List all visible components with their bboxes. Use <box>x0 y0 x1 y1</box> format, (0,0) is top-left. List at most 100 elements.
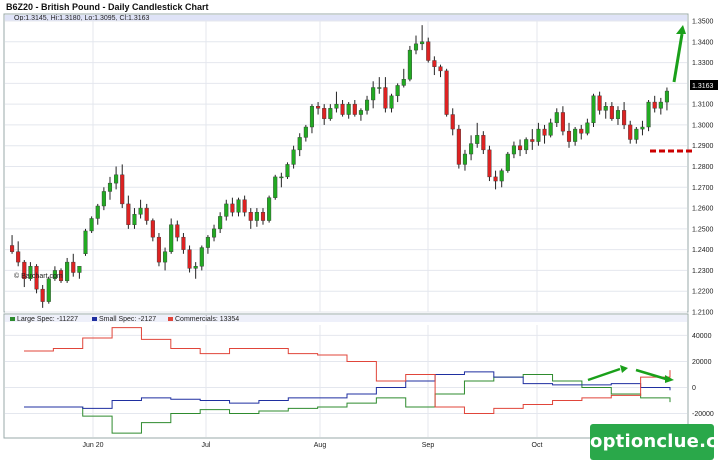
candle-body <box>89 218 94 232</box>
candle-body <box>254 212 259 221</box>
candle-body <box>303 126 308 138</box>
candle-body <box>634 128 639 140</box>
candle-body <box>144 207 149 221</box>
candle-body <box>499 170 504 182</box>
price-tick-label: 1.3000 <box>692 122 714 129</box>
candle-body <box>548 122 553 136</box>
candle-body <box>573 128 578 142</box>
price-tick-label: 1.3500 <box>692 19 714 26</box>
legend-small-spec: Small Spec: -2127 <box>99 316 156 323</box>
candle-body <box>432 60 437 67</box>
candle-body <box>524 139 529 151</box>
candle-body <box>101 191 106 207</box>
candle-body <box>156 236 161 263</box>
candle-body <box>126 203 131 225</box>
candle-body <box>273 176 278 198</box>
candle-body <box>346 103 351 115</box>
candle-body <box>309 106 314 128</box>
candle-body <box>536 128 541 142</box>
candle-body <box>420 41 425 45</box>
candle-body <box>640 126 645 130</box>
cot-tick-label: -20000 <box>692 411 714 418</box>
price-tick-label: 1.2400 <box>692 247 714 254</box>
candle-body <box>560 112 565 132</box>
legend-large-spec: Large Spec: -11227 <box>17 316 78 323</box>
candle-body <box>646 101 651 128</box>
candle-body <box>236 199 241 213</box>
cot-tick-label: 20000 <box>692 359 712 366</box>
price-tick-label: 1.2100 <box>692 310 714 317</box>
candle-body <box>371 87 376 101</box>
candle-body <box>530 139 535 142</box>
candle-body <box>609 106 614 119</box>
candle-body <box>46 278 51 302</box>
candle-body <box>389 95 394 109</box>
trend-arrow <box>672 33 684 83</box>
cot-arrow-down <box>635 368 667 381</box>
candle-body <box>52 270 57 279</box>
candle-body <box>267 197 272 221</box>
cot-lines <box>24 327 671 434</box>
candle-body <box>658 101 663 109</box>
candle-body <box>83 230 88 255</box>
cot-arrow-up-head <box>620 365 628 373</box>
date-tick-label: Jun 20 <box>82 442 103 449</box>
date-axis: Jun 20 Jul Aug Sep Oct <box>82 442 542 449</box>
candle-body <box>462 153 468 165</box>
cot-legend: Large Spec: -11227 Small Spec: -2127 Com… <box>5 315 687 323</box>
candle-body <box>413 43 419 51</box>
watermark: © Barchart.com <box>14 272 63 280</box>
candle-body <box>475 135 480 144</box>
price-tick-label: 1.3400 <box>692 39 714 46</box>
cot-series-commercials <box>24 327 671 415</box>
last-price-box <box>690 80 718 90</box>
candle-body <box>438 66 443 72</box>
ohlc-band <box>5 15 687 21</box>
candle-body <box>242 199 247 213</box>
price-tick-label: 1.2800 <box>692 164 714 171</box>
ohlc-readout: Op:1.3145, Hi:1.3180, Lo:1.3095, Cl:1.31… <box>14 15 150 22</box>
candle-body <box>107 182 113 192</box>
candle-body <box>383 87 388 109</box>
cot-panel <box>3 313 689 439</box>
candle-body <box>230 203 235 213</box>
last-price-label: 1.3163 <box>692 83 714 90</box>
candle-body <box>652 101 657 109</box>
cot-tick-label: 0 <box>692 385 696 392</box>
candle-body <box>352 103 357 115</box>
candle-body <box>34 266 39 290</box>
candle-body <box>285 164 290 178</box>
date-tick-label: Oct <box>532 442 543 449</box>
price-tick-label: 1.2700 <box>692 185 714 192</box>
price-tick-label: 1.3300 <box>692 60 714 67</box>
candle-body <box>554 112 559 124</box>
price-tick-label: 1.3100 <box>692 102 714 109</box>
price-axis: 1.35001.34001.33001.32001.31001.30001.29… <box>692 19 714 317</box>
price-tick-label: 1.2300 <box>692 268 714 275</box>
candle-body <box>291 149 296 165</box>
candle-body <box>518 145 523 151</box>
candle-body <box>260 212 266 221</box>
candle-body <box>456 128 461 165</box>
candle-body <box>615 110 621 119</box>
candle-body <box>187 249 192 269</box>
price-grid <box>5 20 687 313</box>
candle-body <box>493 176 498 182</box>
candle-body <box>28 266 33 279</box>
candle-body <box>377 87 382 89</box>
candle-body <box>505 153 510 171</box>
candle-body <box>664 90 669 103</box>
candle-body <box>205 236 210 248</box>
candle-body <box>150 220 155 238</box>
candle-body <box>181 236 186 250</box>
candle-body <box>469 143 474 155</box>
candle-body <box>193 266 198 269</box>
candles <box>10 25 669 308</box>
candle-body <box>138 207 143 215</box>
candle-body <box>365 99 370 111</box>
trend-arrow-head <box>676 25 686 34</box>
candle-body <box>591 95 596 124</box>
candle-body <box>163 251 168 263</box>
candle-body <box>218 216 223 230</box>
